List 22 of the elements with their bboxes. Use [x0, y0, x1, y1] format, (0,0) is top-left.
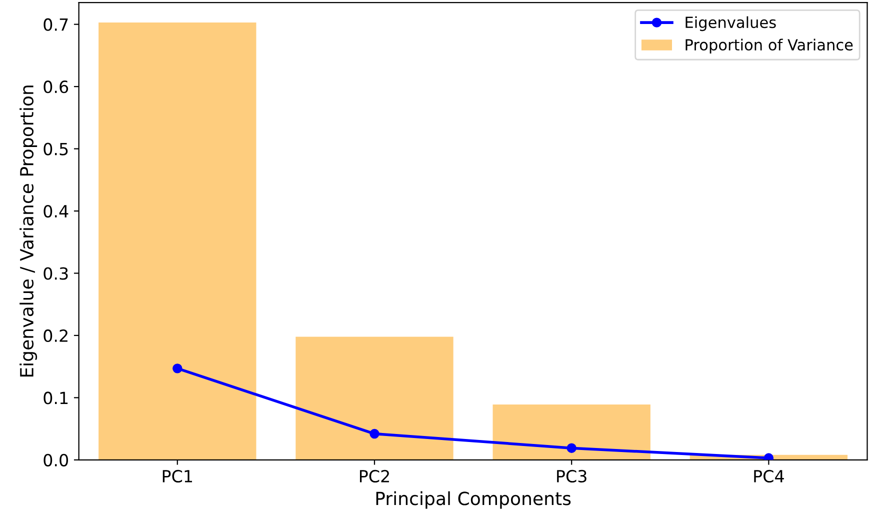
legend-label: Proportion of Variance: [686, 38, 853, 54]
bar: [296, 336, 454, 460]
y-tick-label: 0.6: [44, 80, 68, 94]
y-tick-label: 0.3: [44, 267, 68, 280]
y-axis-title: Eigenvalue / Variance Proportion: [20, 86, 38, 377]
y-tick-label: 0.5: [44, 142, 68, 156]
x-tick-label: PC2: [360, 470, 389, 483]
x-tick-label: PC3: [557, 470, 586, 483]
y-tick-label: 0.7: [44, 18, 68, 31]
legend-label: Eigenvalues: [686, 16, 776, 32]
point: [370, 428, 380, 439]
point: [566, 443, 576, 453]
point: [172, 364, 182, 374]
y-tick-label: 0.2: [44, 329, 68, 342]
x-axis-title: Principal Components: [376, 491, 571, 509]
y-tick-label: 0.4: [44, 204, 68, 218]
bar: [492, 404, 650, 460]
y-tick-label: 0.0: [44, 454, 68, 466]
x-tick-label: PC4: [754, 470, 784, 483]
bar: [98, 22, 256, 460]
y-tick-label: 0.1: [44, 392, 68, 404]
x-tick-label: PC1: [162, 470, 192, 483]
